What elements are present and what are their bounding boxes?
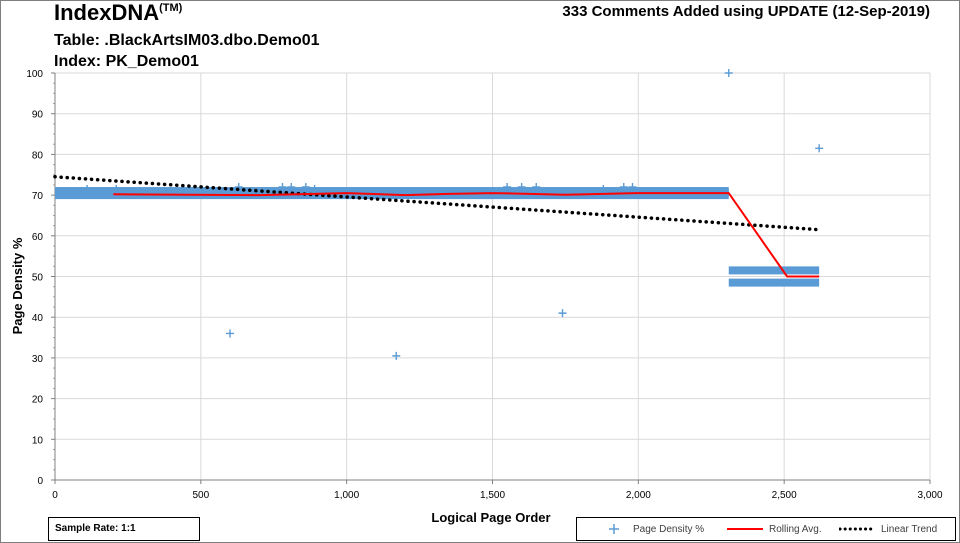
brand-title: IndexDNA(TM)	[54, 0, 182, 26]
x-tick-label: 3,000	[917, 490, 942, 501]
y-tick-label: 20	[32, 395, 44, 406]
density-band	[55, 187, 729, 196]
density-point	[392, 351, 401, 360]
x-axis-label: Logical Page Order	[431, 510, 550, 525]
y-tick-label: 60	[32, 232, 44, 243]
chart-title: 333 Comments Added using UPDATE (12-Sep-…	[562, 3, 930, 20]
y-tick-label: 10	[32, 435, 44, 446]
x-tick-label: 0	[52, 490, 58, 501]
legend-item-density: Page Density %	[607, 518, 704, 540]
trend-layer	[53, 175, 821, 232]
x-tick-label: 1,500	[480, 490, 505, 501]
axis-layer	[51, 72, 931, 484]
y-tick-label: 0	[37, 476, 43, 487]
linear-trend-line	[53, 175, 821, 232]
legend-label-trend: Linear Trend	[881, 523, 938, 535]
density-point	[558, 309, 567, 318]
density-point-layer	[83, 69, 824, 360]
density-point	[517, 182, 526, 191]
density-point	[503, 182, 512, 191]
sample-rate-box: Sample Rate: 1:1	[48, 517, 200, 541]
density-band	[728, 278, 820, 287]
x-tick-label: 1,000	[334, 490, 359, 501]
dotted-line-icon	[839, 527, 875, 531]
y-tick-label: 40	[32, 313, 44, 324]
plus-marker-icon	[609, 524, 619, 534]
table-name: Table: .BlackArtsIM03.dbo.Demo01	[54, 32, 320, 49]
density-point	[83, 184, 92, 193]
density-point	[278, 182, 287, 191]
tick-label-layer: 0 10 20 30 40 50 60 70 80 90 100 0 500 1,000 1,500 2,00…	[26, 69, 943, 501]
x-tick-label: 2,000	[626, 490, 651, 501]
x-tick-label: 2,500	[772, 490, 797, 501]
legend-item-trend: Linear Trend	[839, 518, 937, 540]
y-tick-label: 30	[32, 354, 44, 365]
y-tick-label: 70	[32, 191, 44, 202]
legend: Page Density % Rolling Avg. Linear Trend	[576, 517, 956, 541]
density-point	[815, 144, 824, 153]
density-point	[619, 182, 628, 191]
y-axis-label: Page Density %	[10, 237, 25, 334]
brand-trademark: (TM)	[159, 2, 183, 14]
sample-rate-label: Sample Rate: 1:1	[55, 523, 136, 534]
legend-label-rolling: Rolling Avg.	[769, 523, 822, 535]
index-name: Index: PK_Demo01	[54, 53, 199, 70]
density-point	[112, 184, 121, 193]
density-band	[728, 266, 820, 275]
x-tick-label: 500	[192, 490, 209, 501]
density-point	[724, 69, 733, 77]
density-point	[532, 182, 541, 191]
density-point	[301, 182, 310, 191]
legend-item-rolling: Rolling Avg.	[727, 518, 822, 540]
rolling-avg-line	[113, 192, 820, 278]
red-line-icon	[727, 528, 763, 530]
density-point	[599, 184, 608, 193]
y-tick-label: 90	[32, 110, 44, 121]
rolling-layer	[113, 192, 820, 278]
density-point	[628, 182, 637, 191]
density-point	[226, 329, 234, 338]
y-tick-label: 100	[26, 69, 43, 80]
legend-label-density: Page Density %	[633, 523, 705, 535]
density-point	[310, 184, 319, 193]
y-tick-label: 80	[32, 150, 44, 161]
density-point	[287, 182, 296, 191]
y-tick-label: 50	[32, 273, 44, 284]
density-band-layer	[55, 187, 820, 287]
brand-name: IndexDNA	[54, 0, 160, 25]
